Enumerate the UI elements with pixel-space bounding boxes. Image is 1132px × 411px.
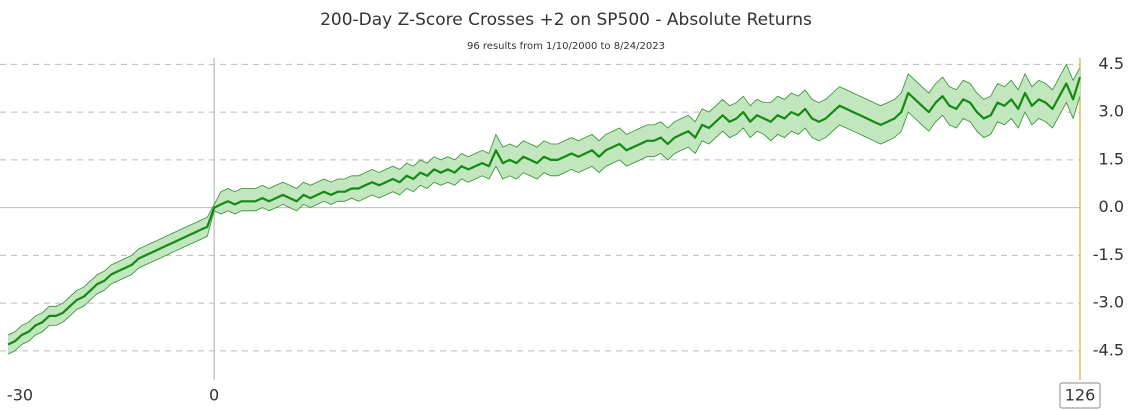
axes: 4.5 3.0 1.5 0.0 -1.5 -3.0 -4.5 -30 0 126 [7,54,1124,409]
y-tick-label: 3.0 [1099,102,1124,121]
y-tick-label: 1.5 [1099,149,1124,168]
x-label-box [1059,382,1101,409]
lower-band-line [7,96,1081,355]
x-tick-label: 126 [1065,386,1096,405]
y-tick-label: 0.0 [1099,197,1124,216]
grid [0,58,1080,380]
upper-band-line [7,63,1081,336]
x-tick-label: -30 [7,386,33,405]
mean-line [7,76,1082,346]
plot-area [7,58,1082,380]
y-tick-label: 4.5 [1099,54,1124,73]
chart-subtitle: 96 results from 1/10/2000 to 8/24/2023 [467,41,665,52]
y-tick-label: -4.5 [1093,340,1124,359]
y-tick-label: -3.0 [1093,293,1124,312]
x-tick-label: 0 [209,386,219,405]
confidence-band [8,64,1080,355]
y-tick-label: -1.5 [1093,245,1124,264]
chart-title: 200-Day Z-Score Crosses +2 on SP500 - Ab… [320,10,812,30]
